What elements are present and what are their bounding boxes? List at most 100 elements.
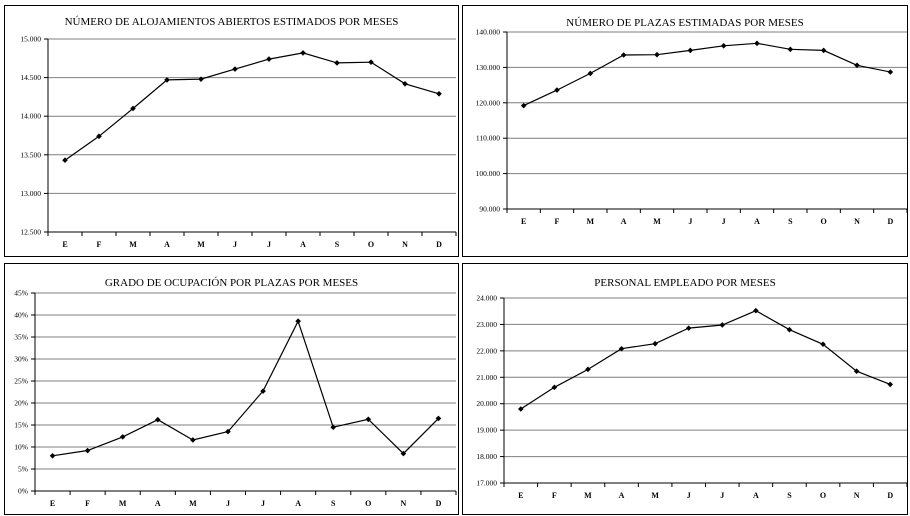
- x-tick-label: S: [331, 499, 336, 508]
- data-point: [685, 325, 692, 331]
- x-tick-label: D: [436, 240, 442, 249]
- y-tick-label: 24.000: [476, 294, 497, 303]
- data-point: [232, 66, 238, 72]
- series-line: [520, 310, 891, 410]
- x-tick-label: M: [651, 491, 659, 500]
- x-tick-label: J: [687, 491, 691, 500]
- data-point: [334, 60, 340, 66]
- x-tick-label: J: [226, 499, 230, 508]
- data-point: [719, 322, 726, 328]
- x-tick-label: A: [754, 217, 760, 226]
- x-tick-label: A: [295, 499, 301, 508]
- data-point: [820, 47, 827, 54]
- x-tick-label: E: [518, 491, 523, 500]
- x-tick-label: O: [821, 217, 827, 226]
- chart-svg: 17.000 18.000 19.000 20.000 21.000 22.000 23.0…: [476, 294, 908, 500]
- x-tick-label: F: [555, 217, 560, 226]
- x-tick-label: F: [85, 499, 90, 508]
- chart-svg: 12.500 13.000 13.500 14.000 14.500 15.000 E F M A…: [20, 35, 457, 249]
- x-tick-label: A: [619, 491, 625, 500]
- data-point: [266, 56, 272, 62]
- series-line: [64, 52, 440, 161]
- chart-panel-personal: PERSONAL EMPLEADO POR MESES 17.000 18.000…: [462, 263, 908, 515]
- y-tick-label: 12.500: [20, 228, 41, 237]
- data-point: [96, 133, 102, 140]
- y-tick-label: 19.000: [476, 426, 497, 435]
- y-tick-label: 23.000: [476, 320, 497, 329]
- x-tick-label: J: [233, 240, 237, 249]
- x-tick-label: O: [368, 240, 374, 249]
- y-tick-label: 5%: [18, 465, 28, 474]
- data-point: [786, 326, 793, 333]
- x-tick-label: S: [335, 240, 340, 249]
- data-point: [225, 428, 231, 435]
- data-point: [62, 157, 68, 164]
- x-tick-label: N: [854, 217, 860, 226]
- y-tick-label: 15%: [14, 421, 28, 430]
- x-tick-label: N: [402, 240, 408, 249]
- x-tick-label: M: [129, 240, 137, 249]
- x-tick-label: F: [552, 491, 557, 500]
- chart-title: NÚMERO DE PLAZAS ESTIMADAS POR MESES: [566, 17, 804, 29]
- series-line: [523, 42, 891, 107]
- y-tick-label: 90.000: [479, 205, 500, 214]
- data-point: [654, 51, 660, 58]
- y-tick-label: 140.000: [476, 28, 501, 37]
- y-tick-label: 20.000: [476, 399, 497, 408]
- y-tick-label: 40%: [14, 311, 28, 320]
- x-tick-label: M: [189, 499, 197, 508]
- y-tick-label: 30%: [14, 355, 28, 364]
- x-tick-label: A: [300, 240, 306, 249]
- x-tick-label: M: [653, 217, 661, 226]
- y-tick-label: 18.000: [476, 452, 497, 461]
- y-tick-label: 17.000: [476, 479, 497, 488]
- x-tick-label: M: [584, 491, 592, 500]
- data-point: [520, 102, 527, 109]
- x-tick-label: E: [50, 499, 55, 508]
- chart-svg: 0% 5% 10% 15% 20% 25% 30% 35% 40% 45% E F M A M J J A S O N D: [14, 289, 457, 508]
- data-point: [787, 46, 794, 53]
- chart-panel-alojamientos: NÚMERO DE ALOJAMIENTOS ABIERTOS ESTIMADO…: [4, 5, 459, 257]
- y-tick-label: 21.000: [476, 373, 497, 382]
- data-point: [130, 105, 136, 112]
- data-point: [887, 69, 894, 75]
- data-point: [687, 47, 694, 54]
- x-tick-label: O: [820, 491, 826, 500]
- x-tick-label: A: [164, 240, 170, 249]
- chart-title: NÚMERO DE ALOJAMIENTOS ABIERTOS ESTIMADO…: [64, 16, 399, 28]
- data-point: [164, 77, 170, 83]
- data-point: [260, 388, 266, 394]
- x-tick-label: D: [887, 491, 893, 500]
- x-tick-label: M: [197, 240, 205, 249]
- y-tick-label: 0%: [18, 487, 28, 496]
- data-point: [330, 424, 337, 430]
- data-point: [618, 345, 625, 352]
- x-tick-label: D: [887, 217, 893, 226]
- x-tick-label: J: [267, 240, 271, 249]
- x-tick-label: S: [787, 491, 792, 500]
- x-tick-label: D: [436, 499, 442, 508]
- chart-panel-plazas: NÚMERO DE PLAZAS ESTIMADAS POR MESES 90.…: [462, 5, 908, 257]
- y-tick-label: 120.000: [476, 98, 501, 107]
- data-point: [620, 52, 627, 58]
- x-tick-label: A: [753, 491, 759, 500]
- x-tick-label: J: [722, 217, 726, 226]
- data-point: [753, 307, 759, 314]
- x-tick-label: M: [119, 499, 127, 508]
- data-point: [887, 381, 894, 388]
- y-tick-label: 130.000: [476, 63, 501, 72]
- data-point: [436, 91, 442, 97]
- y-tick-label: 20%: [14, 399, 28, 408]
- data-point: [49, 453, 56, 459]
- y-tick-label: 13.000: [20, 189, 41, 198]
- data-point: [190, 437, 196, 443]
- y-tick-label: 14.500: [20, 73, 41, 82]
- chart-svg: 90.000 100.000 110.000 120.000 130.000 140.00…: [476, 28, 908, 226]
- x-tick-label: J: [261, 499, 265, 508]
- x-tick-label: F: [97, 240, 102, 249]
- x-tick-label: E: [62, 240, 67, 249]
- x-tick-label: A: [621, 217, 627, 226]
- data-point: [119, 434, 126, 440]
- data-point: [154, 416, 161, 423]
- x-tick-label: A: [155, 499, 161, 508]
